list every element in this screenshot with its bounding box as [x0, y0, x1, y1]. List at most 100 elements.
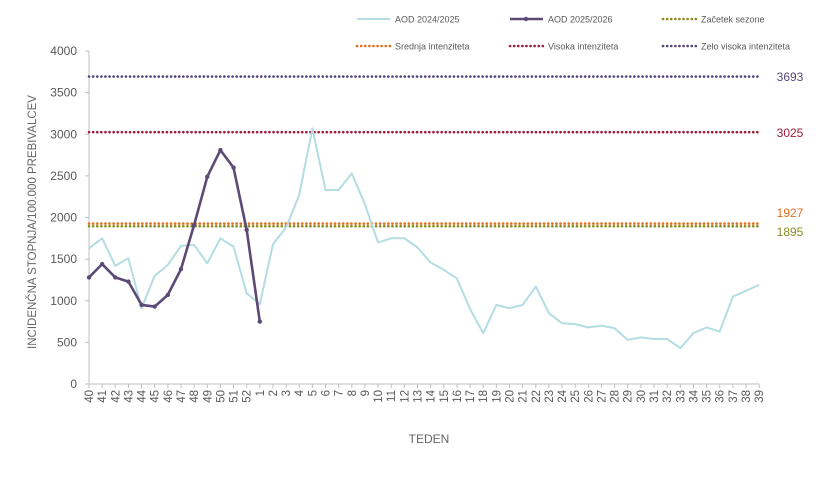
- y-tick-label: 3500: [50, 86, 77, 100]
- x-tick-label: 21: [518, 390, 530, 403]
- series-line: [88, 148, 262, 322]
- x-tick-label: 3: [281, 390, 293, 396]
- x-tick-label: 38: [741, 390, 753, 403]
- y-tick-label: 0: [70, 377, 77, 391]
- y-tick-label: 3000: [50, 127, 77, 141]
- data-point: [218, 147, 223, 153]
- x-tick-label: 44: [137, 389, 149, 402]
- x-tick-label: 52: [242, 390, 254, 403]
- data-point: [126, 279, 131, 284]
- x-tick-label: 2: [268, 390, 280, 396]
- x-tick-label: 11: [386, 390, 398, 402]
- legend-item: Začetek sezone: [661, 15, 765, 25]
- x-tick-label: 26: [583, 390, 595, 403]
- x-tick-label: 37: [728, 390, 740, 403]
- y-axis-label: INCIDENČNA STOPNJA/100.000 PREBIVALCEV: [26, 95, 39, 349]
- x-tick-label: 22: [531, 390, 543, 403]
- legend-label: Zelo visoka intenziteta: [701, 42, 790, 52]
- legend-label: AOD 2024/2025: [395, 15, 460, 25]
- x-tick-label: 23: [544, 390, 556, 403]
- x-tick-label: 47: [176, 390, 188, 403]
- legend-marker: [523, 16, 529, 22]
- x-tick-label: 16: [452, 390, 464, 403]
- data-point: [152, 304, 157, 309]
- x-tick-label: 35: [702, 390, 714, 403]
- x-tick-label: 51: [229, 390, 241, 403]
- x-tick-label: 12: [399, 390, 411, 403]
- y-tick-label: 4000: [50, 44, 77, 58]
- x-tick-label: 40: [84, 390, 96, 403]
- x-tick-label: 36: [715, 390, 727, 403]
- x-tick-label: 7: [334, 390, 346, 396]
- x-tick-label: 50: [215, 390, 227, 403]
- x-tick-label: 28: [610, 390, 622, 403]
- x-tick-label: 49: [202, 390, 214, 403]
- x-tick-label: 25: [570, 390, 582, 403]
- legend-item: Srednja intenziteta: [355, 42, 470, 52]
- legend-label: AOD 2025/2026: [548, 15, 613, 25]
- legend-label: Srednja intenziteta: [395, 42, 470, 52]
- x-tick-label: 18: [478, 390, 490, 403]
- x-tick-label: 29: [623, 390, 635, 403]
- x-tick-label: 45: [150, 390, 162, 403]
- x-tick-label: 9: [360, 390, 372, 396]
- x-tick-label: 8: [347, 390, 359, 396]
- x-tick-label: 1: [255, 390, 267, 396]
- threshold-value-label: 1895: [777, 225, 804, 239]
- y-tick-label: 500: [57, 335, 77, 349]
- data-point: [205, 174, 210, 179]
- data-point: [113, 275, 118, 280]
- x-tick-label: 30: [636, 390, 648, 403]
- threshold-value-label: 3693: [777, 70, 804, 84]
- series-line: [88, 127, 760, 350]
- x-tick-label: 20: [504, 390, 516, 403]
- legend-label: Visoka intenziteta: [548, 42, 618, 52]
- threshold-value-label: 1927: [777, 206, 804, 220]
- y-tick-label: 1000: [50, 294, 77, 308]
- x-tick-label: 15: [439, 390, 451, 403]
- legend: AOD 2024/2025 AOD 2025/2026 Začetek sezone…: [355, 15, 790, 52]
- data-point: [86, 275, 92, 280]
- legend-item: AOD 2024/2025: [357, 15, 460, 25]
- data-point: [165, 292, 171, 298]
- data-point: [257, 319, 263, 324]
- x-tick-label: 27: [596, 390, 608, 403]
- x-tick-label: 6: [321, 390, 333, 396]
- x-tick-label: 48: [189, 390, 201, 403]
- x-tick-label: 42: [110, 390, 122, 403]
- x-tick-label: 5: [307, 390, 319, 396]
- x-tick-label: 34: [688, 389, 700, 402]
- x-tick-label: 39: [754, 390, 766, 403]
- legend-label: Začetek sezone: [701, 15, 765, 25]
- x-tick-label: 46: [163, 390, 175, 403]
- data-point: [99, 261, 105, 267]
- y-tick-label: 2000: [50, 211, 77, 225]
- x-tick-label: 31: [649, 390, 661, 403]
- x-tick-label: 41: [97, 390, 109, 403]
- legend-item: Zelo visoka intenziteta: [661, 42, 790, 52]
- x-tick-label: 17: [465, 390, 477, 403]
- x-tick-label: 32: [662, 390, 674, 403]
- series-group: [86, 127, 760, 350]
- y-tick-label: 1500: [50, 252, 77, 266]
- x-tick-label: 13: [413, 390, 425, 403]
- data-point: [178, 266, 184, 272]
- data-point: [244, 227, 249, 233]
- data-point: [191, 222, 197, 228]
- data-point: [139, 302, 144, 308]
- x-tick-label: 19: [491, 390, 503, 403]
- threshold-value-label: 3025: [777, 126, 804, 140]
- y-tick-label: 2500: [50, 169, 77, 183]
- legend-item: AOD 2025/2026: [510, 15, 613, 25]
- x-tick-label: 14: [426, 389, 438, 402]
- legend-item: Visoka intenziteta: [508, 42, 618, 52]
- x-tick-label: 10: [373, 390, 385, 403]
- x-tick-label: 4: [294, 389, 306, 396]
- x-tick-label: 43: [123, 390, 135, 403]
- x-tick-label: 33: [675, 390, 687, 403]
- data-point: [231, 165, 236, 170]
- threshold-lines: 1895 1927 3025 3693: [87, 70, 804, 239]
- x-tick-label: 24: [557, 389, 569, 402]
